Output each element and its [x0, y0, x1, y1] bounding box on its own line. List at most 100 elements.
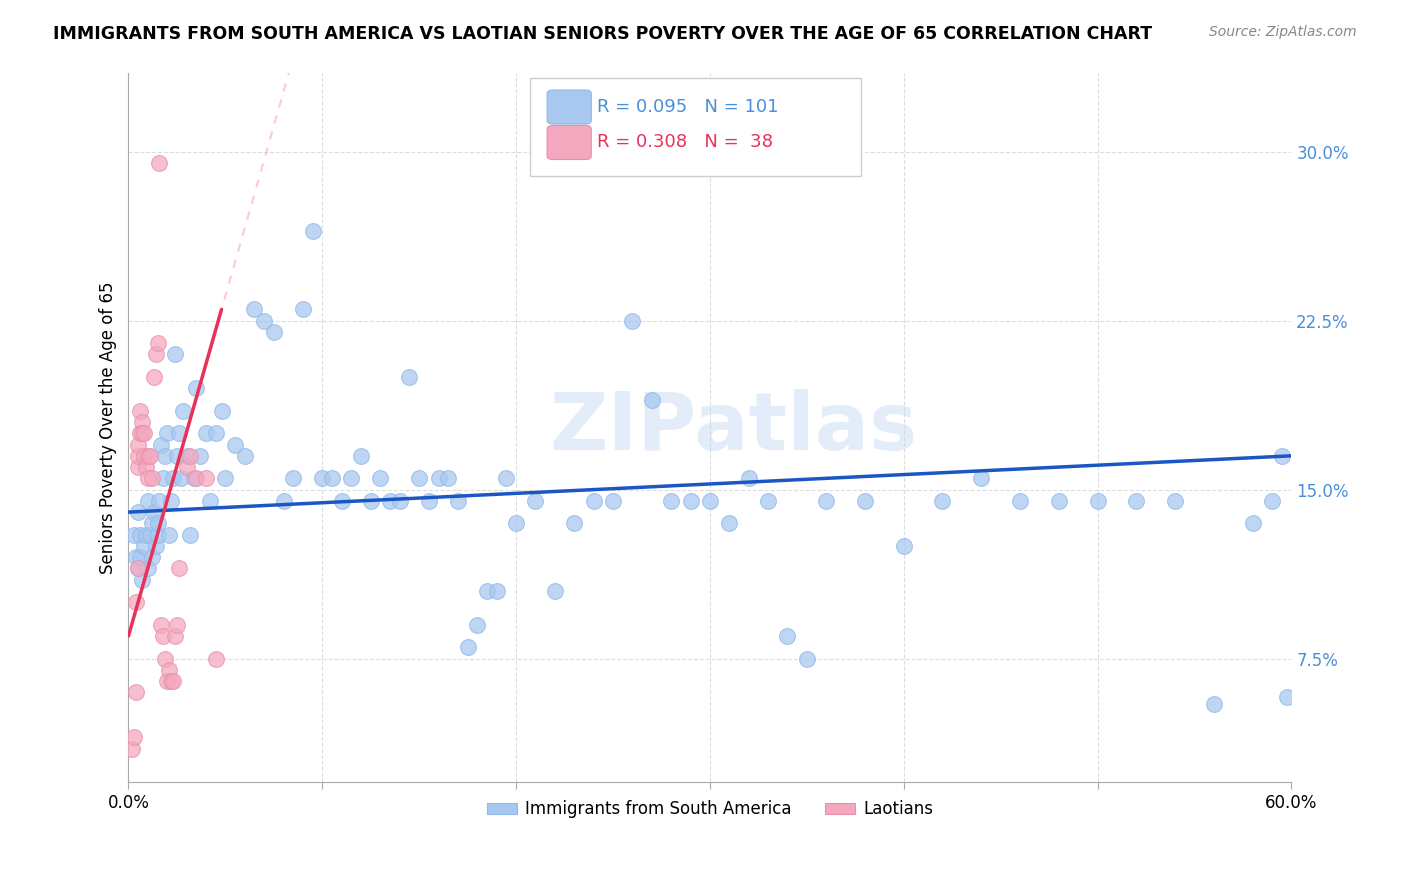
Point	[198, 494, 221, 508]
Text: ZIPatlas: ZIPatlas	[548, 389, 917, 467]
Point	[142, 505, 165, 519]
Point	[465, 617, 488, 632]
Point	[485, 583, 508, 598]
Point	[195, 426, 218, 441]
Point	[378, 494, 401, 508]
Point	[132, 426, 155, 441]
Point	[447, 494, 470, 508]
Point	[311, 471, 333, 485]
Point	[188, 449, 211, 463]
Point	[388, 494, 411, 508]
Point	[125, 550, 148, 565]
Point	[301, 224, 323, 238]
Point	[152, 629, 174, 643]
Point	[360, 494, 382, 508]
Point	[1125, 494, 1147, 508]
Point	[145, 539, 167, 553]
Point	[127, 460, 149, 475]
Text: Source: ZipAtlas.com: Source: ZipAtlas.com	[1209, 25, 1357, 39]
Point	[131, 426, 153, 441]
Point	[148, 494, 170, 508]
Point	[582, 494, 605, 508]
Point	[155, 449, 177, 463]
Point	[243, 302, 266, 317]
Point	[204, 651, 226, 665]
Point	[141, 471, 163, 485]
Point	[408, 471, 430, 485]
Point	[253, 314, 276, 328]
Point	[1087, 494, 1109, 508]
Point	[398, 370, 420, 384]
Point	[179, 449, 201, 463]
Point	[139, 449, 162, 463]
Point	[679, 494, 702, 508]
Point	[1047, 494, 1070, 508]
Point	[135, 460, 157, 475]
Point	[418, 494, 440, 508]
Point	[156, 426, 179, 441]
Point	[132, 539, 155, 553]
Point	[1261, 494, 1284, 508]
Point	[121, 741, 143, 756]
Point	[150, 617, 173, 632]
Point	[125, 685, 148, 699]
Point	[146, 516, 169, 531]
Point	[853, 494, 876, 508]
Point	[437, 471, 460, 485]
Point	[179, 527, 201, 541]
Point	[321, 471, 343, 485]
Point	[124, 527, 146, 541]
Point	[131, 573, 153, 587]
Point	[167, 426, 190, 441]
Point	[129, 404, 152, 418]
Point	[291, 302, 314, 317]
Point	[776, 629, 799, 643]
Point	[124, 731, 146, 745]
Point	[211, 404, 233, 418]
Point	[135, 527, 157, 541]
Point	[166, 617, 188, 632]
Point	[1008, 494, 1031, 508]
Point	[160, 494, 183, 508]
Point	[1271, 449, 1294, 463]
Point	[163, 629, 186, 643]
Point	[602, 494, 624, 508]
Point	[1241, 516, 1264, 531]
Point	[495, 471, 517, 485]
Point	[152, 471, 174, 485]
Point	[186, 471, 208, 485]
Point	[544, 583, 567, 598]
Point	[340, 471, 363, 485]
Point	[139, 527, 162, 541]
Point	[970, 471, 993, 485]
Point	[157, 527, 180, 541]
Point	[659, 494, 682, 508]
Point	[330, 494, 353, 508]
Point	[155, 651, 177, 665]
Point	[263, 325, 285, 339]
FancyBboxPatch shape	[547, 90, 592, 124]
Point	[146, 336, 169, 351]
Point	[204, 426, 226, 441]
Point	[160, 673, 183, 688]
Point	[224, 437, 246, 451]
Point	[796, 651, 818, 665]
Point	[186, 381, 208, 395]
Point	[524, 494, 547, 508]
Point	[195, 471, 218, 485]
Point	[136, 561, 159, 575]
Point	[273, 494, 295, 508]
Point	[141, 550, 163, 565]
Point	[163, 347, 186, 361]
Point	[170, 471, 193, 485]
Text: R = 0.308   N =  38: R = 0.308 N = 38	[598, 134, 773, 152]
Point	[166, 449, 188, 463]
Point	[641, 392, 664, 407]
Point	[131, 415, 153, 429]
Point	[815, 494, 838, 508]
Point	[129, 527, 152, 541]
Point	[621, 314, 644, 328]
Point	[157, 663, 180, 677]
Point	[148, 156, 170, 170]
Point	[176, 449, 198, 463]
